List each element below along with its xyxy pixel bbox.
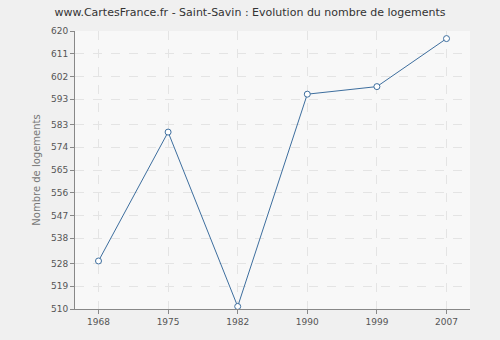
svg-text:620: 620: [51, 26, 68, 36]
svg-text:611: 611: [51, 49, 68, 59]
svg-text:593: 593: [51, 94, 68, 104]
svg-text:510: 510: [51, 304, 68, 314]
svg-text:538: 538: [51, 233, 68, 243]
svg-text:602: 602: [51, 72, 68, 82]
svg-text:1975: 1975: [157, 317, 180, 327]
svg-text:1990: 1990: [296, 317, 319, 327]
svg-text:583: 583: [51, 120, 68, 130]
svg-text:1982: 1982: [226, 317, 249, 327]
svg-text:519: 519: [51, 281, 68, 291]
svg-text:www.CartesFrance.fr - Saint-Sa: www.CartesFrance.fr - Saint-Savin : Evol…: [54, 6, 445, 19]
svg-text:1968: 1968: [87, 317, 110, 327]
svg-text:574: 574: [51, 142, 68, 152]
svg-text:2007: 2007: [435, 317, 458, 327]
svg-text:Nombre de logements: Nombre de logements: [31, 114, 42, 225]
svg-text:1999: 1999: [365, 317, 388, 327]
svg-text:528: 528: [51, 259, 68, 269]
svg-text:547: 547: [51, 211, 68, 221]
svg-text:556: 556: [51, 188, 68, 198]
svg-text:565: 565: [51, 165, 68, 175]
